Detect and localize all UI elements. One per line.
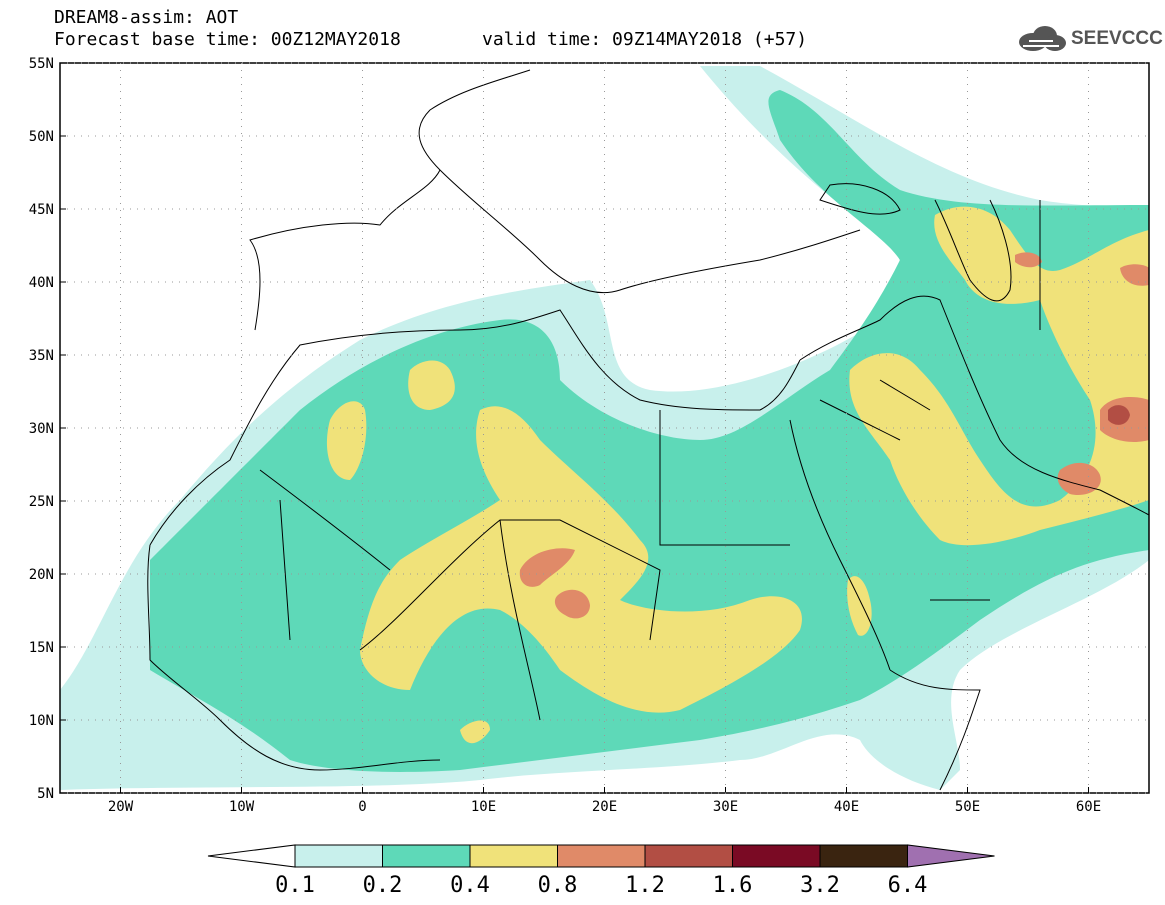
colorbar-under-triangle	[207, 844, 296, 868]
seevccc-logo: SEEVCCC	[1015, 22, 1163, 56]
colorbar-over-triangle	[907, 844, 995, 868]
tick-label-lat: 55N	[29, 56, 54, 72]
tick-label-lat: 35N	[29, 348, 54, 364]
colorbar-segment	[557, 844, 646, 868]
cloud-icon	[1019, 26, 1066, 51]
aot-level-1.2-iran	[1108, 405, 1130, 425]
tick-label-lon: 50E	[955, 799, 980, 815]
colorbar-label: 0.2	[363, 873, 403, 898]
colorbar-label: 1.2	[625, 873, 665, 898]
tick-label-lat: 5N	[37, 786, 54, 802]
tick-label-lon: 30E	[713, 799, 738, 815]
aot-level-0.4-sahara	[360, 406, 802, 713]
tick-label-lat: 45N	[29, 202, 54, 218]
map-title: DREAM8-assim: AOT	[54, 7, 239, 28]
map-axes: 20W 10W 0 10E 20E 30E 40E 50E 60E 5N 10N 15N 20N 25N 3…	[29, 56, 1149, 815]
aot-level-0.4-caspian	[934, 206, 1149, 304]
colorbar-segment	[382, 844, 471, 868]
tick-label-lon: 40E	[834, 799, 859, 815]
tick-label-lat: 20N	[29, 567, 54, 583]
borders-mideast	[819, 200, 1041, 601]
tick-label-lon: 10W	[229, 799, 255, 815]
tick-label-lon: 20E	[592, 799, 617, 815]
logo-text: SEEVCCC	[1071, 28, 1163, 49]
coast-west-africa	[147, 544, 441, 771]
tick-label-lon: 60E	[1076, 799, 1101, 815]
tick-label-lon: 20W	[108, 799, 134, 815]
tick-label-lon: 10E	[471, 799, 496, 815]
aot-level-0.4-west	[326, 401, 367, 480]
aot-level-0.4-arabia	[849, 250, 1149, 546]
coast-north-africa	[149, 309, 801, 546]
coastlines	[147, 69, 1149, 791]
aot-level-0.4-sudan	[847, 576, 872, 636]
aot-level-0.8-turkmen	[1120, 264, 1149, 286]
base-time-label: Forecast base time: 00Z12MAY2018	[54, 29, 401, 50]
coast-red-sea	[789, 419, 891, 671]
aot-level-0.8-tibesti	[554, 589, 590, 619]
colorbar-label: 1.6	[713, 873, 753, 898]
colorbar-segment	[469, 844, 558, 868]
aot-level-0.8-chad	[519, 548, 575, 587]
colorbar-label: 3.2	[800, 873, 840, 898]
colorbar-label: 6.4	[888, 873, 928, 898]
tick-label-lat: 30N	[29, 421, 54, 437]
coast-black-sea	[819, 183, 901, 215]
coast-europe	[249, 69, 861, 331]
aot-level-0.8-gulf	[1057, 462, 1101, 496]
colorbar-segment	[294, 844, 383, 868]
tick-label-lon: 0	[358, 799, 366, 815]
coast-horn	[889, 669, 981, 791]
tick-label-lat: 40N	[29, 275, 54, 291]
colorbar-segment	[732, 844, 821, 868]
tick-label-lat: 25N	[29, 494, 54, 510]
coast-arabia	[799, 295, 1149, 516]
colorbar-label: 0.1	[275, 873, 315, 898]
aot-level-0.4-algeria	[408, 360, 455, 410]
aot-level-0.8-kazakh	[1015, 252, 1042, 268]
colorbar-label: 0.8	[538, 873, 578, 898]
tick-label-lat: 50N	[29, 129, 54, 145]
colorbar-segment	[819, 844, 908, 868]
borders-africa	[259, 410, 790, 721]
colorbar-segment	[644, 844, 733, 868]
tick-label-lat: 15N	[29, 640, 54, 656]
tick-label-lat: 10N	[29, 713, 54, 729]
aot-level-0.4-nigeria	[460, 720, 490, 744]
colorbar: 0.1 0.2 0.4 0.8 1.2 1.6 3.2 6.4	[207, 844, 995, 898]
coast-caspian	[934, 199, 1012, 302]
colorbar-label: 0.4	[450, 873, 490, 898]
valid-time-label: valid time: 09Z14MAY2018 (+57)	[482, 29, 808, 50]
